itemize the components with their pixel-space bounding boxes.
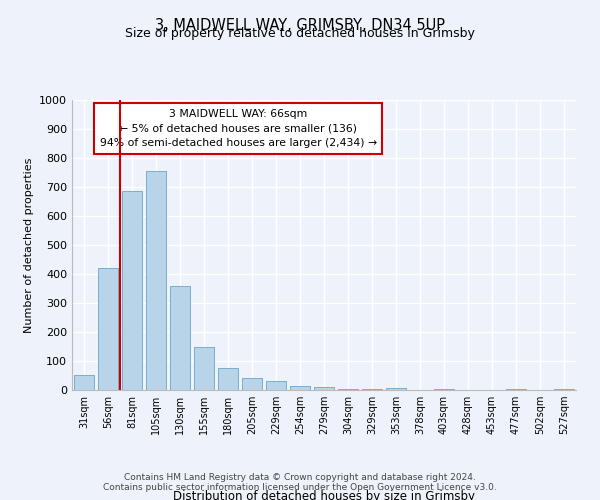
X-axis label: Distribution of detached houses by size in Grimsby: Distribution of detached houses by size … [173,490,475,500]
Bar [506,388,526,390]
Bar [266,382,286,390]
Text: 3 MAIDWELL WAY: 66sqm
← 5% of detached houses are smaller (136)
94% of semi-deta: 3 MAIDWELL WAY: 66sqm ← 5% of detached h… [100,108,377,148]
Bar [98,268,118,390]
Bar [290,386,310,390]
Bar [314,387,334,390]
Bar [218,368,238,390]
Bar [146,171,166,390]
Bar [554,388,574,390]
Text: 3, MAIDWELL WAY, GRIMSBY, DN34 5UP: 3, MAIDWELL WAY, GRIMSBY, DN34 5UP [155,18,445,32]
Y-axis label: Number of detached properties: Number of detached properties [23,158,34,332]
Bar [242,378,262,390]
Bar [434,388,454,390]
Bar [194,346,214,390]
Bar [338,388,358,390]
Bar [170,286,190,390]
Bar [74,375,94,390]
Text: Size of property relative to detached houses in Grimsby: Size of property relative to detached ho… [125,28,475,40]
Bar [386,388,406,390]
Bar [122,192,142,390]
Text: Contains HM Land Registry data © Crown copyright and database right 2024.: Contains HM Land Registry data © Crown c… [124,472,476,482]
Text: Contains public sector information licensed under the Open Government Licence v3: Contains public sector information licen… [103,482,497,492]
